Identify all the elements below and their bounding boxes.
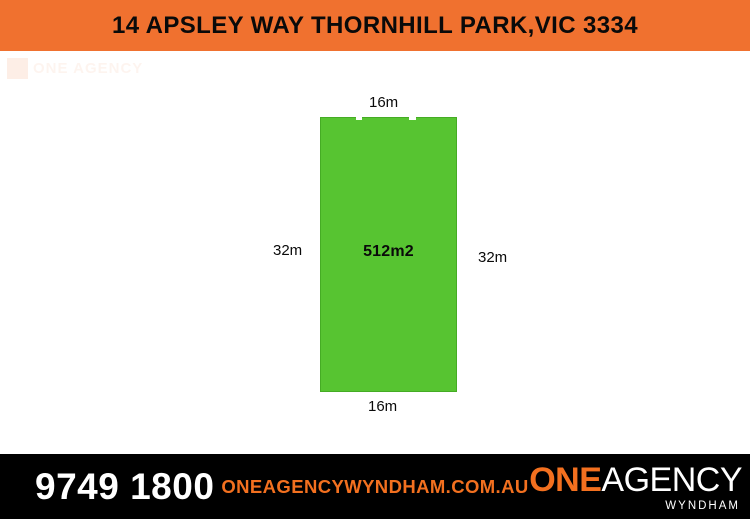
brand-square-icon <box>7 58 28 79</box>
logo-one-text: ONE <box>529 461 602 499</box>
dimension-right: 32m <box>478 249 508 266</box>
dimension-top: 16m <box>369 94 399 111</box>
dimension-bottom: 16m <box>368 398 398 415</box>
phone-number: 9749 1800 <box>35 465 215 507</box>
dimension-left: 32m <box>273 242 303 259</box>
corner-watermark: ONE AGENCY <box>7 58 143 79</box>
footer-bar: 9749 1800 ONEAGENCYWYNDHAM.COM.AU ONE AGE… <box>0 454 750 519</box>
boundary-notch <box>356 117 362 120</box>
property-address: 14 APSLEY WAY THORNHILL PARK,VIC 3334 <box>111 11 639 39</box>
logo-agency-text: AGENCY <box>601 461 742 499</box>
watermark-brand-text: ONE AGENCY <box>33 60 144 77</box>
header-bar: 14 APSLEY WAY THORNHILL PARK,VIC 3334 <box>0 0 750 51</box>
logo-region-text: WYNDHAM <box>665 500 740 512</box>
land-parcel: 512m2 <box>320 117 457 392</box>
parcel-area-label: 512m2 <box>363 242 414 260</box>
agency-logo: ONE AGENCY WYNDHAM <box>529 463 742 512</box>
website-url: ONEAGENCYWYNDHAM.COM.AU <box>221 475 529 497</box>
agency-logo-name: ONE AGENCY <box>529 463 742 497</box>
boundary-notch <box>409 117 416 120</box>
